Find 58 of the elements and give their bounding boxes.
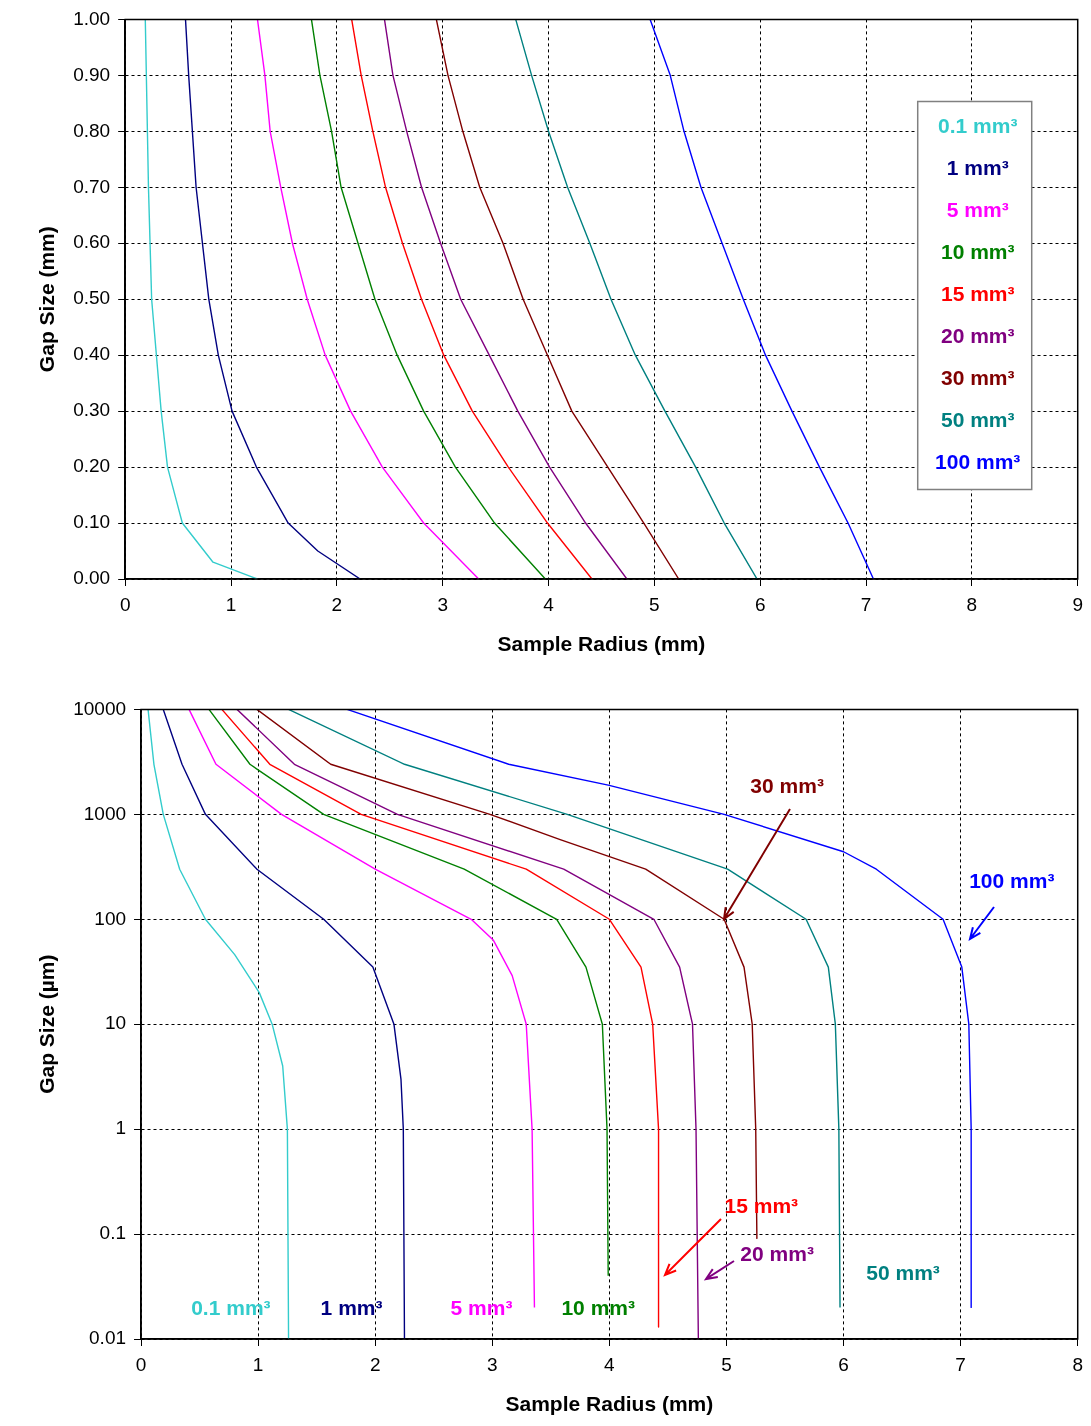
x-tick-label: 3 (437, 593, 448, 615)
text: 0.1 mm³ (938, 114, 1018, 138)
y-tick-label: 0.20 (73, 455, 111, 477)
y-tick-label: 100 (94, 907, 127, 929)
x-tick-label: 1 (252, 1353, 264, 1375)
series-label: 50 mm³ (866, 1260, 940, 1284)
y-tick-label: 10000 (73, 697, 127, 719)
y-tick-label: 10 (104, 1012, 127, 1034)
y-tick-label: 0.70 (73, 175, 111, 197)
series-label: 10 mm³ (561, 1295, 635, 1319)
y-tick-label: 0.00 (73, 567, 111, 589)
x-tick-label: 2 (369, 1353, 381, 1375)
text: 1 mm³ (946, 156, 1009, 180)
series-label: 100 mm³ (969, 868, 1055, 892)
x-tick-label: 7 (860, 593, 872, 615)
text: 15 mm³ (940, 282, 1015, 306)
y-tick-label: 0.90 (73, 63, 111, 85)
x-tick-label: 7 (955, 1353, 966, 1375)
series-label: 5 mm³ (450, 1295, 513, 1319)
y-tick-label: 0.01 (89, 1327, 127, 1349)
x-tick-label: 3 (487, 1353, 498, 1375)
text: 30 mm³ (750, 774, 824, 798)
text: 5 mm³ (946, 198, 1009, 222)
y-tick-label: 0.80 (73, 119, 111, 141)
x-tick-label: 4 (543, 593, 555, 615)
x-tick-label: 1 (225, 593, 237, 615)
y-tick-label: 0.30 (73, 399, 111, 421)
y-tick-label: 0.10 (73, 511, 111, 533)
y-tick-label: 0.1 (99, 1222, 127, 1244)
text: 10 mm³ (940, 240, 1015, 264)
x-tick-label: 2 (331, 593, 343, 615)
text: 100 mm³ (935, 450, 1021, 474)
text: 30 mm³ (940, 366, 1015, 390)
text: 50 mm³ (940, 408, 1015, 432)
y-tick-label: 0.50 (73, 287, 111, 309)
text: 20 mm³ (740, 1241, 814, 1265)
y-tick-label: 0.60 (73, 231, 111, 253)
x-tick-label: 0 (119, 593, 131, 615)
x-tick-label: 6 (838, 1353, 849, 1375)
x-tick-label: 9 (1072, 593, 1084, 615)
y-axis-title: Gap Size (mm) (35, 226, 59, 373)
x-tick-label: 5 (649, 593, 660, 615)
y-tick-label: 1000 (83, 802, 127, 824)
x-axis-title: Sample Radius (mm) (505, 1392, 714, 1416)
x-tick-label: 0 (135, 1353, 147, 1375)
x-tick-label: 6 (754, 593, 766, 615)
series-label: 0.1 mm³ (191, 1295, 271, 1319)
series-label: 1 mm³ (320, 1295, 383, 1319)
text: 20 mm³ (940, 324, 1015, 348)
x-tick-label: 8 (966, 593, 978, 615)
y-tick-label: 1.00 (73, 7, 111, 29)
y-tick-label: 0.40 (73, 343, 111, 365)
y-tick-label: 1 (115, 1117, 127, 1139)
x-tick-label: 5 (721, 1353, 732, 1375)
x-axis-title: Sample Radius (mm) (497, 632, 706, 656)
x-tick-label: 4 (604, 1353, 616, 1375)
y-axis-title: Gap Size (µm) (35, 954, 59, 1094)
x-tick-label: 8 (1072, 1353, 1084, 1375)
